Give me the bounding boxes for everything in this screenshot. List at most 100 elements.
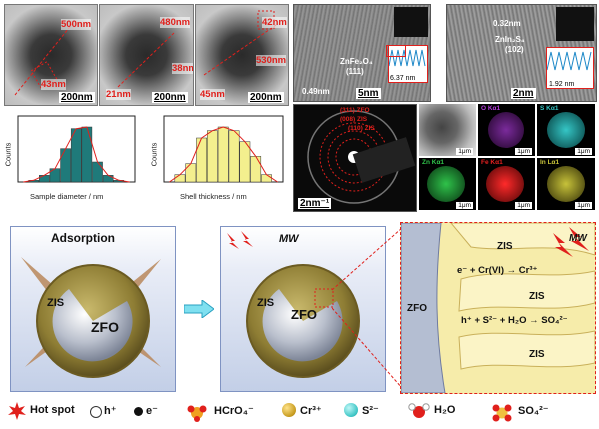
eds-map-tem: 1μm [419, 104, 476, 156]
legend-hot-spot: Hot spot [30, 404, 75, 416]
phase-label: ZnFe₂O₄ [340, 57, 373, 66]
shell-label: ZIS [47, 297, 65, 309]
reaction-rhs: Cr³⁺ [518, 265, 538, 276]
map-title: In Lα1 [540, 159, 560, 166]
electron-icon [134, 407, 143, 416]
histogram-bar [39, 175, 50, 183]
tem-label-shell-2: 38nm [172, 63, 193, 74]
zis-label-3: ZIS [529, 349, 545, 360]
legend: Hot spot h⁺ e⁻ HCrO₄⁻ Cr³⁺ S²⁻ H₂O SO₄²⁻ [0, 398, 599, 426]
legend-cr3: Cr³⁺ [300, 405, 322, 417]
scale-bar: 200nm [59, 92, 95, 103]
scale-bar: 5nm [356, 88, 381, 99]
mw-label: MW [279, 233, 299, 245]
scale-bar: 200nm [152, 92, 188, 103]
legend-hcro4: HCrO₄⁻ [214, 405, 254, 417]
histogram-bar [196, 137, 207, 183]
histogram-bar [239, 141, 251, 183]
cr3-icon [282, 403, 296, 417]
y-axis-label: Counts [150, 142, 159, 167]
scale-bar: 2nm [511, 88, 536, 99]
eds-map-fe: Fe Kα1 1μm [478, 158, 535, 210]
map-title: Zn Kα1 [422, 159, 445, 166]
process-arrow [183, 299, 215, 319]
scale-bar: 200nm [248, 92, 284, 103]
phase-label: ZnIn₂S₄ [495, 35, 525, 44]
legend-so4: SO₄²⁻ [518, 405, 549, 417]
plane-label: (111) [346, 67, 364, 76]
hrtem-image-zfo: 6.37 nm ZnFe₂O₄ (111) 0.49nm 5nm [293, 4, 431, 102]
tem-label-diameter: 480nm [160, 17, 191, 28]
section-divider [0, 214, 599, 215]
oxidation-reaction: h⁺ + S²⁻ + H₂O → SO₄²⁻ [461, 315, 568, 326]
fft-inset [556, 7, 594, 41]
gaussian-fit-curve [169, 126, 278, 183]
tem-label-shell-2: 45nm [200, 89, 225, 100]
histogram-bar [228, 130, 240, 183]
tem-image-1: 500nm 43nm 200nm [4, 4, 98, 106]
legend-electron: e⁻ [146, 405, 158, 417]
map-title: Fe Kα1 [481, 159, 503, 166]
scale-bar: 1μm [575, 202, 592, 209]
y-axis-label: Counts [4, 142, 13, 167]
legend-hole: h⁺ [104, 405, 117, 417]
histogram-bar [174, 174, 186, 183]
s2-icon [344, 403, 358, 417]
x-axis-label: Sample diameter / nm [30, 192, 104, 201]
hrtem-image-zis: 1.92 nm 0.32nm ZnIn₂S₄ (102) 2nm [446, 4, 597, 102]
map-title: O Kα1 [481, 105, 501, 112]
ring-label-zfo-311: (311) ZFO [340, 107, 370, 114]
zis-label-2: ZIS [529, 291, 545, 302]
plane-label: (102) [505, 45, 524, 54]
hole-icon [90, 406, 102, 418]
eds-map-s: S Kα1 1μm [537, 104, 595, 156]
hot-spot-icon [8, 402, 26, 425]
reduction-reaction: e⁻ + Cr(VI) → Cr³⁺ [457, 265, 538, 276]
histogram-bar [207, 130, 218, 183]
tem-label-shell: 21nm [106, 89, 131, 100]
tem-image-3: 42nm 530nm 45nm 200nm [195, 4, 289, 106]
histogram-bar [81, 126, 93, 183]
h2o-icon [408, 402, 430, 425]
histogram-bar [250, 156, 262, 183]
scale-bar: 1μm [456, 148, 473, 155]
eds-map-o: O Kα1 1μm [478, 104, 535, 156]
histogram-bar [60, 148, 71, 183]
scheme-interface-panel: ZFO MW ZIS ZIS ZIS e⁻ + Cr(VI) → Cr³⁺ h⁺… [400, 222, 596, 394]
scale-bar: 1μm [575, 148, 592, 155]
scale-bar: 1μm [456, 202, 473, 209]
histogram-bar [70, 128, 82, 183]
ring-label-zis-008: (008) ZIS [340, 116, 368, 123]
scheme-mw-panel: MW ZIS ZFO [220, 226, 386, 392]
fft-inset [394, 7, 428, 37]
scale-bar: 1μm [515, 148, 532, 155]
core-label: ZFO [291, 307, 317, 322]
shell-label: ZIS [257, 297, 275, 309]
tem-label-diameter: 530nm [256, 55, 287, 66]
tem-image-2: 480nm 21nm 38nm 200nm [99, 4, 194, 106]
histogram-bar [185, 163, 197, 183]
eds-map-in: In Lα1 1μm [537, 158, 595, 210]
tem-label-shell: 42nm [262, 17, 287, 28]
profile-spacing: 6.37 nm [390, 75, 416, 82]
d-spacing-label: 0.32nm [493, 19, 521, 28]
selected-region [386, 45, 406, 57]
scale-bar: 1μm [515, 202, 532, 209]
reaction-lhs: e⁻ + Cr(VI) → [457, 265, 517, 276]
scheme-adsorption-panel: Adsorption ZIS ZFO [10, 226, 176, 392]
histogram-bar [261, 174, 272, 183]
histogram-bar [92, 161, 103, 183]
map-title: S Kα1 [540, 105, 559, 112]
profile-spacing: 1.92 nm [549, 81, 575, 88]
lattice-profile-inset: 6.37 nm [388, 45, 428, 83]
histogram-diameter: Sample diameter / nm Counts [4, 112, 139, 204]
legend-s2: S²⁻ [362, 405, 379, 417]
zoom-connector [332, 227, 402, 389]
core-label: ZFO [91, 319, 119, 335]
lattice-profile-inset: 1.92 nm [546, 47, 594, 89]
hcro4-icon [186, 402, 208, 427]
ring-label-zis-110: (110) ZIS [348, 125, 375, 132]
x-axis-label: Shell thickness / nm [180, 192, 247, 201]
so4-icon [490, 401, 514, 428]
mw-label: MW [569, 233, 587, 244]
